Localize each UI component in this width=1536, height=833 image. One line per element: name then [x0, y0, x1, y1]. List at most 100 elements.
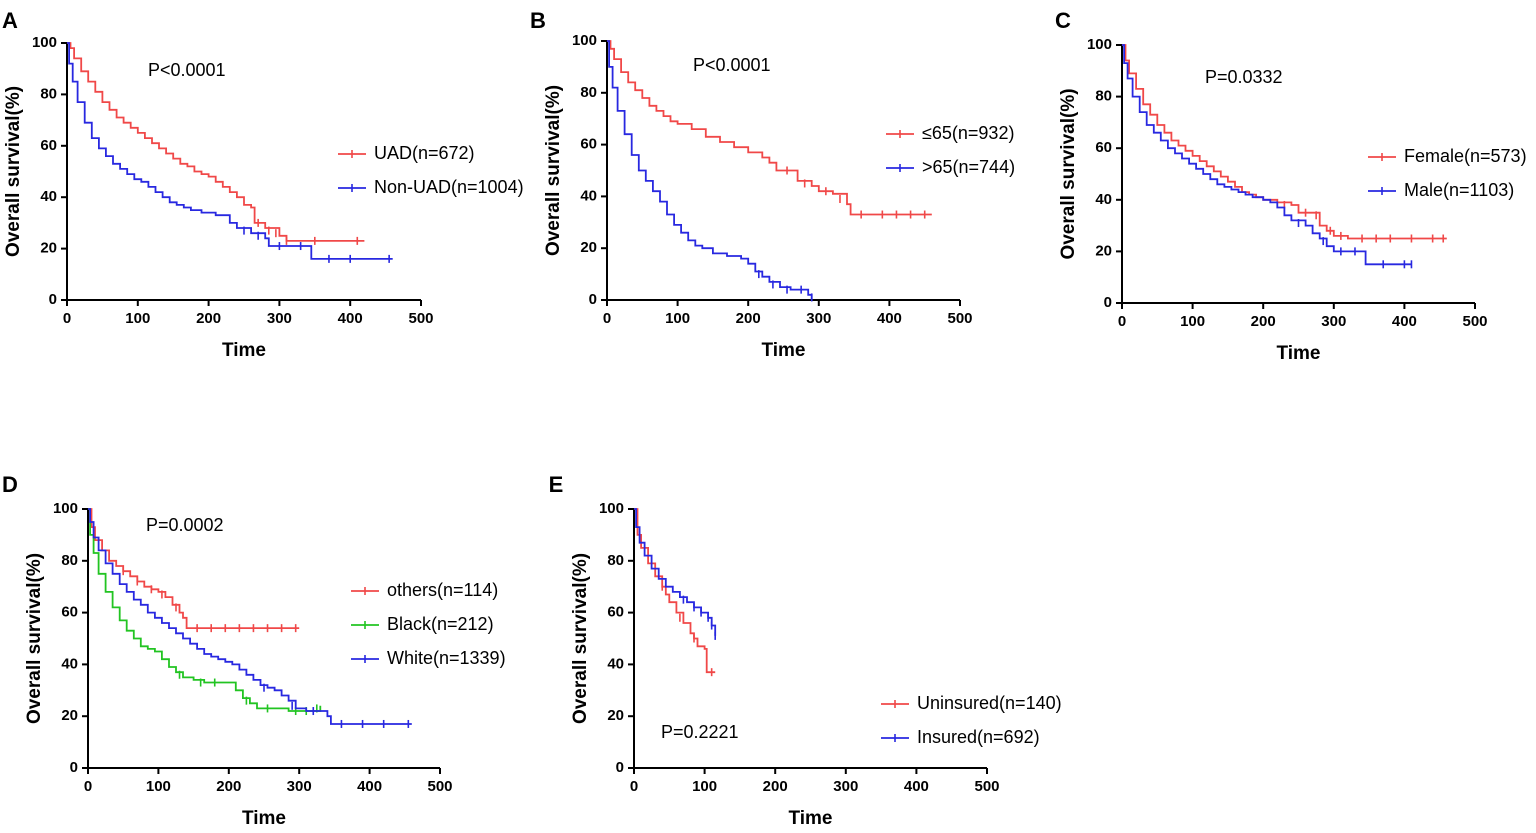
x-tick-label: 300 — [267, 310, 292, 327]
series-0 — [634, 508, 716, 677]
series-2 — [88, 508, 412, 728]
survival-curve — [88, 508, 412, 725]
legend-label: ≤65(n=932) — [922, 123, 1014, 143]
series-0 — [607, 40, 932, 219]
x-tick-label: 400 — [877, 310, 902, 327]
x-tick-label: 500 — [947, 310, 972, 327]
x-tick-label: 500 — [427, 778, 452, 795]
y-tick-label: 60 — [607, 604, 624, 621]
x-tick-label: 100 — [692, 778, 717, 795]
y-axis-title: Overall survival(%) — [3, 86, 24, 257]
legend-label: White(n=1339) — [387, 648, 506, 668]
x-tick-label: 400 — [904, 778, 929, 795]
p-value-label: P=0.0332 — [1205, 67, 1283, 87]
x-tick-label: 0 — [1118, 313, 1126, 330]
survival-curve — [634, 508, 717, 636]
x-tick-label: 300 — [287, 778, 312, 795]
legend-label: UAD(n=672) — [374, 143, 475, 163]
y-tick-label: 20 — [61, 707, 78, 724]
y-tick-label: 0 — [1104, 294, 1112, 311]
legend-label: Male(n=1103) — [1404, 180, 1514, 200]
series-0 — [67, 42, 365, 245]
survival-curve — [67, 42, 393, 260]
y-tick-label: 0 — [70, 759, 78, 776]
panel-letter: B — [530, 8, 546, 33]
panel-c: C 0 20 40 60 80 100 0 100 200 300 400 500 Time Overall… — [1055, 8, 1527, 364]
x-tick-label: 0 — [603, 310, 611, 327]
panel-e: E 0 20 40 60 80 100 0 100 200 300 400 500 Time Overall… — [549, 472, 1062, 829]
y-tick-label: 60 — [61, 604, 78, 621]
series-1 — [634, 508, 717, 640]
x-tick-label: 300 — [833, 778, 858, 795]
y-tick-label: 80 — [580, 84, 597, 101]
y-tick-label: 0 — [49, 291, 57, 308]
panel-a: A 0 20 40 60 80 100 0 100 200 300 400 500 Time Overall… — [2, 8, 524, 361]
series-1 — [1122, 44, 1413, 269]
y-tick-label: 60 — [1095, 139, 1112, 156]
x-tick-label: 500 — [408, 310, 433, 327]
x-tick-label: 200 — [736, 310, 761, 327]
panel-letter: E — [549, 472, 564, 497]
x-tick-label: 300 — [806, 310, 831, 327]
series-0 — [1122, 44, 1447, 243]
series-1 — [607, 40, 813, 302]
x-axis-title: Time — [222, 340, 266, 361]
y-tick-label: 40 — [607, 655, 624, 672]
y-tick-label: 0 — [589, 291, 597, 308]
series-1 — [88, 508, 322, 716]
y-tick-label: 40 — [40, 188, 57, 205]
x-tick-label: 0 — [63, 310, 71, 327]
x-axis-title: Time — [242, 808, 286, 829]
x-tick-label: 200 — [216, 778, 241, 795]
survival-curve — [67, 42, 365, 242]
y-tick-label: 100 — [599, 500, 624, 517]
legend-label: others(n=114) — [387, 580, 498, 600]
y-tick-label: 40 — [61, 655, 78, 672]
y-tick-label: 80 — [607, 552, 624, 569]
p-value-label: P=0.0002 — [146, 515, 224, 535]
x-tick-label: 0 — [84, 778, 92, 795]
survival-curve — [1122, 44, 1412, 266]
p-value-label: P<0.0001 — [148, 60, 226, 80]
p-value-label: P<0.0001 — [693, 55, 771, 75]
series-0 — [88, 508, 300, 633]
legend-label: Female(n=573) — [1404, 146, 1527, 166]
x-tick-label: 200 — [196, 310, 221, 327]
y-tick-label: 60 — [580, 136, 597, 153]
y-tick-label: 80 — [1095, 88, 1112, 105]
x-tick-label: 400 — [357, 778, 382, 795]
x-tick-label: 0 — [630, 778, 638, 795]
survival-curve — [88, 508, 300, 629]
x-tick-label: 200 — [1251, 313, 1276, 330]
survival-curve — [634, 508, 716, 674]
x-axis-title: Time — [788, 808, 832, 829]
x-tick-label: 100 — [125, 310, 150, 327]
panel-letter: C — [1055, 8, 1071, 33]
legend-label: Uninsured(n=140) — [917, 693, 1062, 713]
x-tick-label: 500 — [974, 778, 999, 795]
survival-curve — [1122, 44, 1447, 240]
panel-letter: D — [2, 472, 18, 497]
panel-letter: A — [2, 8, 18, 33]
y-axis-title: Overall survival(%) — [24, 553, 45, 724]
y-tick-label: 20 — [607, 707, 624, 724]
x-tick-label: 100 — [665, 310, 690, 327]
series-1 — [67, 42, 393, 263]
x-tick-label: 300 — [1321, 313, 1346, 330]
y-tick-label: 20 — [1095, 242, 1112, 259]
y-tick-label: 100 — [53, 500, 78, 517]
panel-b: B 0 20 40 60 80 100 0 100 200 300 400 500 Time Overall… — [530, 8, 1015, 361]
y-tick-label: 80 — [61, 552, 78, 569]
y-tick-label: 100 — [572, 32, 597, 49]
survival-curve — [607, 40, 932, 216]
y-tick-label: 20 — [40, 240, 57, 257]
y-tick-label: 100 — [32, 34, 57, 51]
legend-label: >65(n=744) — [922, 157, 1015, 177]
legend-label: Insured(n=692) — [917, 727, 1040, 747]
legend-label: Black(n=212) — [387, 614, 494, 634]
x-axis-title: Time — [761, 340, 805, 361]
x-axis-title: Time — [1276, 343, 1320, 364]
legend-label: Non-UAD(n=1004) — [374, 177, 524, 197]
x-tick-label: 500 — [1462, 313, 1487, 330]
